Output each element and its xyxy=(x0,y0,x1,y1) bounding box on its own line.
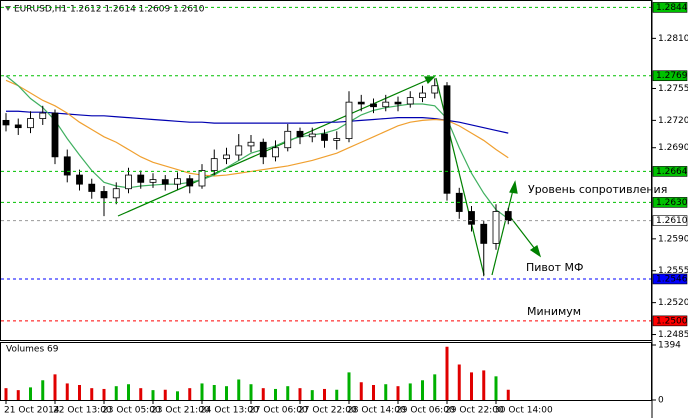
arrow-head xyxy=(509,180,518,194)
candle-body xyxy=(443,85,451,194)
level-box xyxy=(652,166,688,177)
candle-body xyxy=(223,154,230,160)
level-box xyxy=(652,273,688,285)
y-tick-label: 1394 xyxy=(658,341,681,351)
candle-body xyxy=(308,133,316,138)
y-tick-label: 1.2810 xyxy=(658,34,688,44)
candle-body xyxy=(321,133,328,141)
x-tick-label: 27 Oct 22:00 xyxy=(298,406,357,416)
level-box xyxy=(652,197,688,208)
candle-body xyxy=(345,101,353,140)
level-box xyxy=(652,315,688,327)
x-tick-label: 30 Oct 14:00 xyxy=(494,406,553,416)
candle-body xyxy=(137,174,145,183)
candle-body xyxy=(14,124,22,129)
candle-body xyxy=(2,119,10,126)
x-tick-label: 22 Oct 13:00 xyxy=(53,406,112,416)
candle-body xyxy=(492,211,500,244)
candle-body xyxy=(174,178,181,185)
candle-body xyxy=(259,141,267,158)
annotation: Уровень сопротивления xyxy=(528,183,667,196)
candle-body xyxy=(504,211,512,222)
candle-body xyxy=(468,211,475,225)
volume-label: Volumes 69 xyxy=(6,345,59,355)
candle-body xyxy=(100,191,108,199)
moving-average xyxy=(6,110,509,134)
level-label: 1.2630 xyxy=(656,198,688,208)
x-tick-label: 21 Oct 2014 xyxy=(4,406,60,416)
candle-body xyxy=(149,179,157,183)
candle-body xyxy=(272,147,279,158)
candle-body xyxy=(284,130,292,149)
candle-body xyxy=(235,145,243,156)
candle-body xyxy=(210,158,218,171)
candle-body xyxy=(394,101,402,105)
candle-body xyxy=(198,170,206,187)
candle-body xyxy=(431,85,439,94)
y-tick-label: 1.2520 xyxy=(658,298,688,308)
arrow-head xyxy=(424,76,436,85)
level-label: 1.2844 xyxy=(656,3,688,13)
level-box xyxy=(652,215,688,226)
arrow-head xyxy=(529,245,542,258)
y-tick-label: 0 xyxy=(658,396,664,406)
candle-body xyxy=(406,97,414,105)
x-tick-label: 23 Oct 05:00 xyxy=(102,406,161,416)
level-box xyxy=(652,70,688,82)
candle-body xyxy=(333,138,341,141)
candle-body xyxy=(382,101,390,108)
candle-body xyxy=(51,112,59,158)
y-tick-label: 1.2485 xyxy=(658,330,688,340)
candle-body xyxy=(186,178,194,187)
candle-body xyxy=(27,118,34,129)
x-tick-label: 28 Oct 14:00 xyxy=(347,406,406,416)
level-box xyxy=(652,2,688,13)
candle-body xyxy=(125,174,132,190)
x-tick-label: 29 Oct 22:00 xyxy=(445,406,504,416)
candle-body xyxy=(161,179,169,185)
x-tick-label: 24 Oct 13:00 xyxy=(200,406,259,416)
annotation: Минимум xyxy=(527,305,581,318)
y-tick-label: 1.2755 xyxy=(658,84,688,94)
candle-body xyxy=(296,130,304,138)
candle-body xyxy=(88,183,96,192)
y-tick-label: 1.2590 xyxy=(658,234,688,244)
candle-body xyxy=(63,156,71,176)
candle-body xyxy=(247,141,255,147)
candle-body xyxy=(357,101,365,105)
level-label: 1.2769 xyxy=(656,71,688,81)
y-tick-label: 1.2720 xyxy=(658,116,688,126)
price-panel xyxy=(0,0,652,341)
candle-body xyxy=(370,103,377,108)
x-tick-label: 27 Oct 06:00 xyxy=(249,406,308,416)
annotation: Пивот МФ xyxy=(526,261,584,274)
y-tick-label: 1.2690 xyxy=(658,143,688,153)
moving-average xyxy=(5,79,509,177)
moving-average xyxy=(5,75,509,220)
x-tick-label: 23 Oct 21:00 xyxy=(151,406,210,416)
level-label: 1.2500 xyxy=(656,316,688,326)
level-label: 1.2664 xyxy=(656,167,688,177)
level-label: 1.2546 xyxy=(656,274,688,284)
candle-body xyxy=(419,92,426,98)
y-tick-label: 1.2555 xyxy=(658,266,688,276)
x-tick-label: 29 Oct 06:00 xyxy=(396,406,455,416)
candle-body xyxy=(39,112,47,119)
trend-line xyxy=(491,185,515,276)
level-label: 1.2610 xyxy=(656,216,688,226)
candle-body xyxy=(76,174,83,185)
header: EURUSD,H1 1.2612 1.2614 1.2609 1.2610 xyxy=(14,5,205,15)
candle-body xyxy=(480,223,488,244)
candle-body xyxy=(112,188,120,199)
